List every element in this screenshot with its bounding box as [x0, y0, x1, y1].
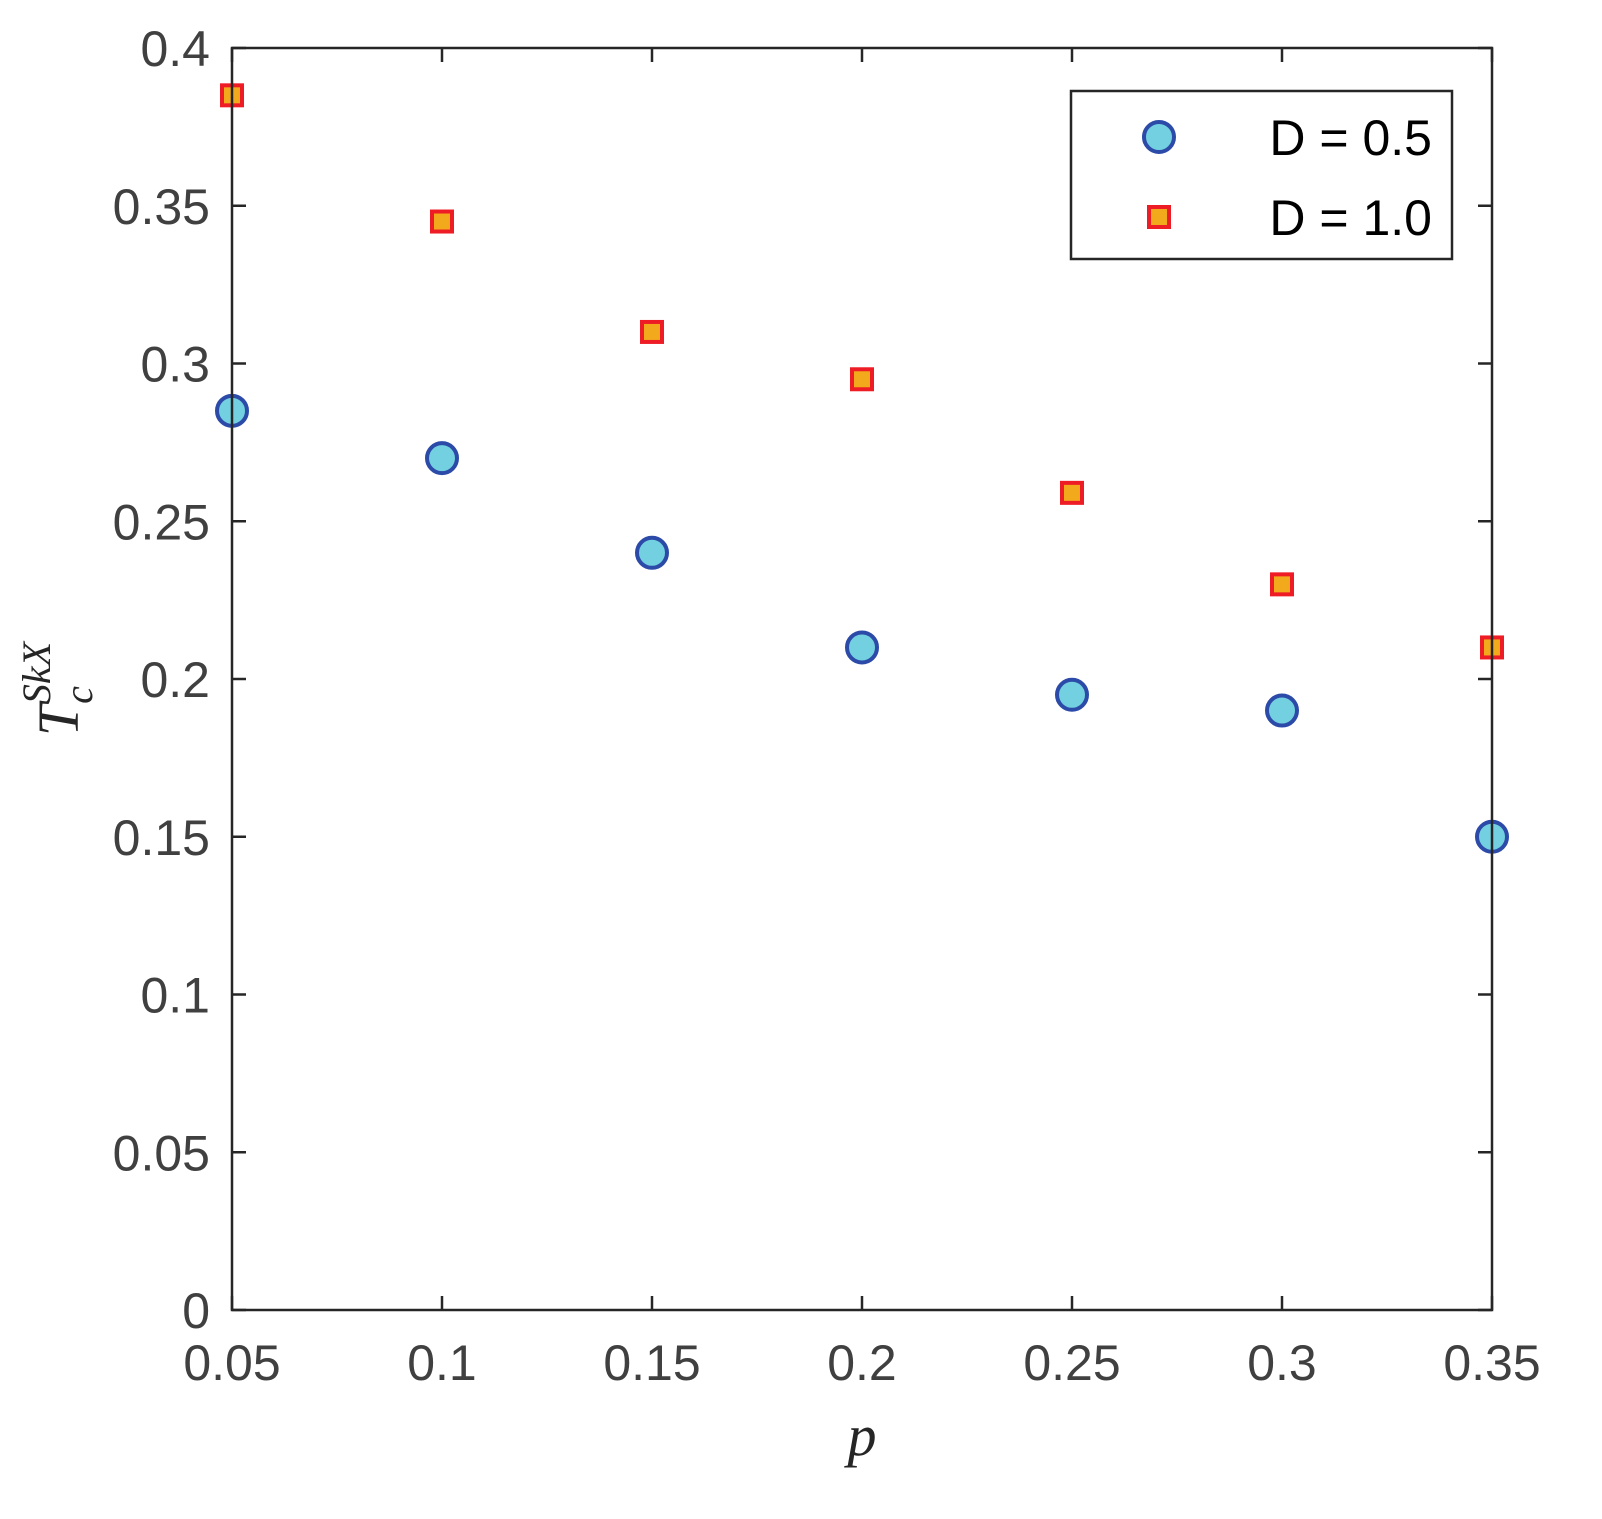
legend-box — [1069, 89, 1454, 261]
y-tick-label: 0.4 — [140, 21, 210, 77]
circle-marker — [845, 630, 879, 665]
legend: D = 0.5 D = 1.0 — [1069, 89, 1454, 261]
svg-text:TcSkX: TcSkX — [14, 640, 101, 736]
circle-marker — [425, 441, 459, 476]
circle-marker — [635, 535, 669, 570]
legend-item: D = 0.5 — [1142, 110, 1432, 166]
x-tick-label: 0.05 — [183, 1335, 280, 1391]
legend-square-marker — [1147, 205, 1171, 229]
legend-label: D = 1.0 — [1269, 190, 1432, 246]
y-tick-label: 0.3 — [140, 337, 210, 393]
square-marker — [1060, 480, 1084, 505]
data-markers — [215, 83, 1509, 854]
y-tick-label: 0.35 — [113, 179, 210, 235]
circle-marker — [1265, 693, 1299, 728]
square-marker — [1270, 572, 1294, 597]
x-axis-label: p — [844, 1403, 877, 1468]
y-axis-label: TcSkX — [14, 640, 101, 736]
square-marker — [430, 209, 454, 234]
tick-labels: 0.05 0.1 0.15 0.2 0.25 0.3 0.3500.050.10.150.2… — [113, 21, 1541, 1391]
series-1 — [215, 393, 1509, 854]
square-marker — [850, 367, 874, 392]
y-tick-label: 0 — [182, 1283, 210, 1339]
x-tick-label: 0.35 — [1443, 1335, 1540, 1391]
y-tick-label: 0.15 — [113, 810, 210, 866]
x-tick-label: 0.15 — [603, 1335, 700, 1391]
legend-item: D = 1.0 — [1147, 190, 1432, 246]
y-tick-label: 0.2 — [140, 652, 210, 708]
legend-circle-marker — [1142, 120, 1176, 154]
y-tick-label: 0.05 — [113, 1125, 210, 1181]
y-axis-label-subscript: c — [56, 686, 101, 704]
y-tick-label: 0.25 — [113, 494, 210, 550]
legend-label: D = 0.5 — [1269, 110, 1432, 166]
x-tick-label: 0.3 — [1247, 1335, 1317, 1391]
x-tick-label: 0.2 — [827, 1335, 897, 1391]
square-marker — [640, 319, 664, 344]
circle-marker — [1055, 677, 1089, 712]
plot-frame — [230, 46, 1494, 1312]
y-axis-label-main: T — [26, 700, 91, 736]
y-tick-label: 0.1 — [140, 968, 210, 1024]
series-2 — [220, 83, 1504, 660]
x-tick-label: 0.1 — [407, 1335, 477, 1391]
x-tick-label: 0.25 — [1023, 1335, 1120, 1391]
y-axis-label-superscript: SkX — [14, 640, 59, 704]
